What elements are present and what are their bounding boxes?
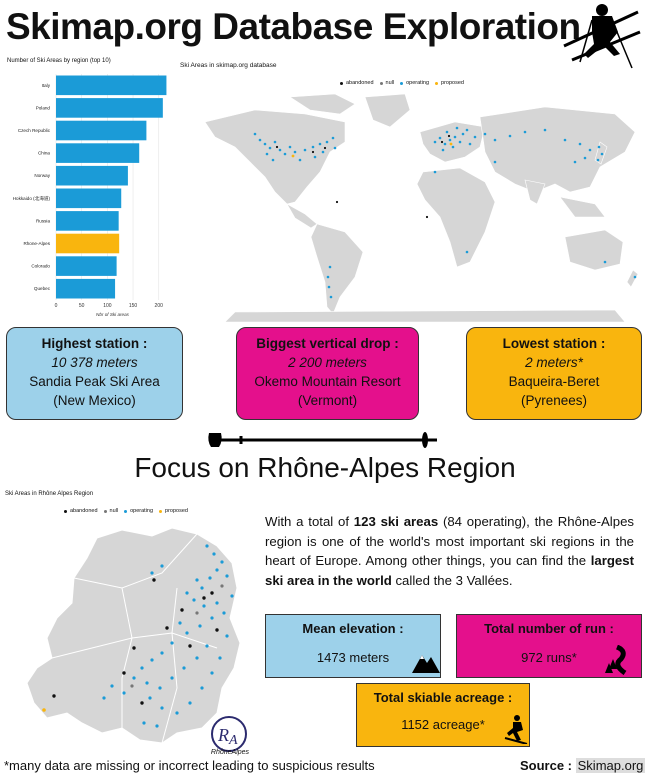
legend-item: proposed xyxy=(159,508,188,514)
card-title: Lowest station : xyxy=(502,336,606,351)
card-value: 972 runs* xyxy=(521,650,577,665)
mountain-icon xyxy=(412,655,440,673)
lowest-station-card: Lowest station : 2 meters* Baqueira-Bere… xyxy=(466,327,642,420)
logo-text: RhôneAlpes xyxy=(210,749,250,756)
bar xyxy=(56,143,140,163)
bar xyxy=(56,98,163,118)
footnote: *many data are missing or incorrect lead… xyxy=(4,758,375,773)
category-label: Poland xyxy=(36,105,51,110)
x-tick-label: 200 xyxy=(155,303,164,309)
legend-item: null xyxy=(103,508,118,514)
card-title: Mean elevation : xyxy=(302,621,404,636)
x-tick-label: 150 xyxy=(129,303,138,309)
legend-item: abandoned xyxy=(64,508,98,514)
bar xyxy=(56,188,122,209)
category-label: China xyxy=(38,151,50,156)
category-label: Rhone-Alpes xyxy=(23,241,50,246)
source-link[interactable]: Skimap.org xyxy=(575,758,646,773)
card-name: Baqueira-Beret xyxy=(508,374,600,389)
bar xyxy=(56,211,119,231)
card-name: Sandia Peak Ski Area xyxy=(29,374,160,389)
total-runs-card: Total number of run : 972 runs* xyxy=(456,614,642,678)
x-axis-label: Nbr of Ski areas xyxy=(96,312,130,317)
card-value: 1152 acreage* xyxy=(401,717,485,732)
legend-item: abandoned xyxy=(340,80,374,86)
region-map-title: Ski Areas in Rhône Alpes Region xyxy=(5,491,94,497)
bar xyxy=(56,75,167,96)
category-label: Hokkaido (北海道) xyxy=(13,195,51,202)
card-title: Biggest vertical drop : xyxy=(256,336,399,351)
bar xyxy=(56,256,117,276)
page-title: Skimap.org Database Exploration xyxy=(6,6,581,47)
card-value: 10 378 meters xyxy=(51,355,138,370)
card-title: Highest station : xyxy=(41,336,148,351)
legend-item: proposed xyxy=(435,80,464,86)
card-title: Total number of run : xyxy=(484,621,614,636)
bar-chart-title: Number of Ski Areas by region (top 10) xyxy=(7,58,111,64)
card-place: (Vermont) xyxy=(297,393,358,408)
bar xyxy=(56,165,128,186)
region-map-legend: abandoned null operating proposed xyxy=(64,508,188,514)
world-map-legend: abandoned null operating proposed xyxy=(340,80,464,86)
bar xyxy=(56,120,147,141)
x-tick-label: 0 xyxy=(55,303,58,309)
card-value: 2 200 meters xyxy=(288,355,367,370)
legend-item: operating xyxy=(124,508,153,514)
category-label: Quebec xyxy=(34,286,51,291)
card-name: Okemo Mountain Resort xyxy=(254,374,401,389)
bar-chart-svg: 0 50 100 150 200 Italy Poland Czech Republic Chi… xyxy=(13,74,167,317)
card-place: (New Mexico) xyxy=(53,393,136,408)
card-title: Total skiable acreage : xyxy=(373,690,513,705)
svg-text:R: R xyxy=(217,725,229,745)
category-label: Russia xyxy=(36,218,50,223)
rhone-alpes-logo: R A xyxy=(211,716,247,752)
legend-item: operating xyxy=(400,80,429,86)
skier-small-icon xyxy=(504,715,528,744)
mean-elevation-card: Mean elevation : 1473 meters xyxy=(265,614,441,678)
world-map xyxy=(204,93,639,322)
region-map xyxy=(26,527,241,744)
skier-icon xyxy=(563,4,641,69)
x-tick-label: 100 xyxy=(103,303,112,309)
highest-station-card: Highest station : 10 378 meters Sandia P… xyxy=(6,327,183,420)
ski-pole-icon xyxy=(208,432,437,448)
category-label: Czech Republic xyxy=(18,128,51,133)
world-map-title: Ski Areas in skimap.org database xyxy=(180,62,277,69)
svg-text:A: A xyxy=(228,733,238,748)
region-description: With a total of 123 ski areas (84 operat… xyxy=(265,514,634,588)
skiable-acreage-card: Total skiable acreage : 1152 acreage* xyxy=(356,683,530,747)
category-label: Italy xyxy=(42,83,51,88)
card-value: 1473 meters xyxy=(316,650,390,665)
bar xyxy=(56,278,116,299)
legend-item: null xyxy=(379,80,394,86)
card-place: (Pyrenees) xyxy=(520,393,588,408)
card-value: 2 meters* xyxy=(525,355,583,370)
focus-heading: Focus on Rhône-Alpes Region xyxy=(134,452,516,483)
source: Source : Skimap.org xyxy=(520,758,646,773)
category-label: Norway xyxy=(34,173,50,178)
bar xyxy=(56,233,120,254)
vertical-drop-card: Biggest vertical drop : 2 200 meters Oke… xyxy=(236,327,419,420)
category-label: Colorado xyxy=(31,264,50,269)
ski-run-icon xyxy=(605,645,627,675)
bar-chart: Number of Ski Areas by region (top 10) 0… xyxy=(4,56,174,326)
x-tick-label: 50 xyxy=(79,303,85,309)
